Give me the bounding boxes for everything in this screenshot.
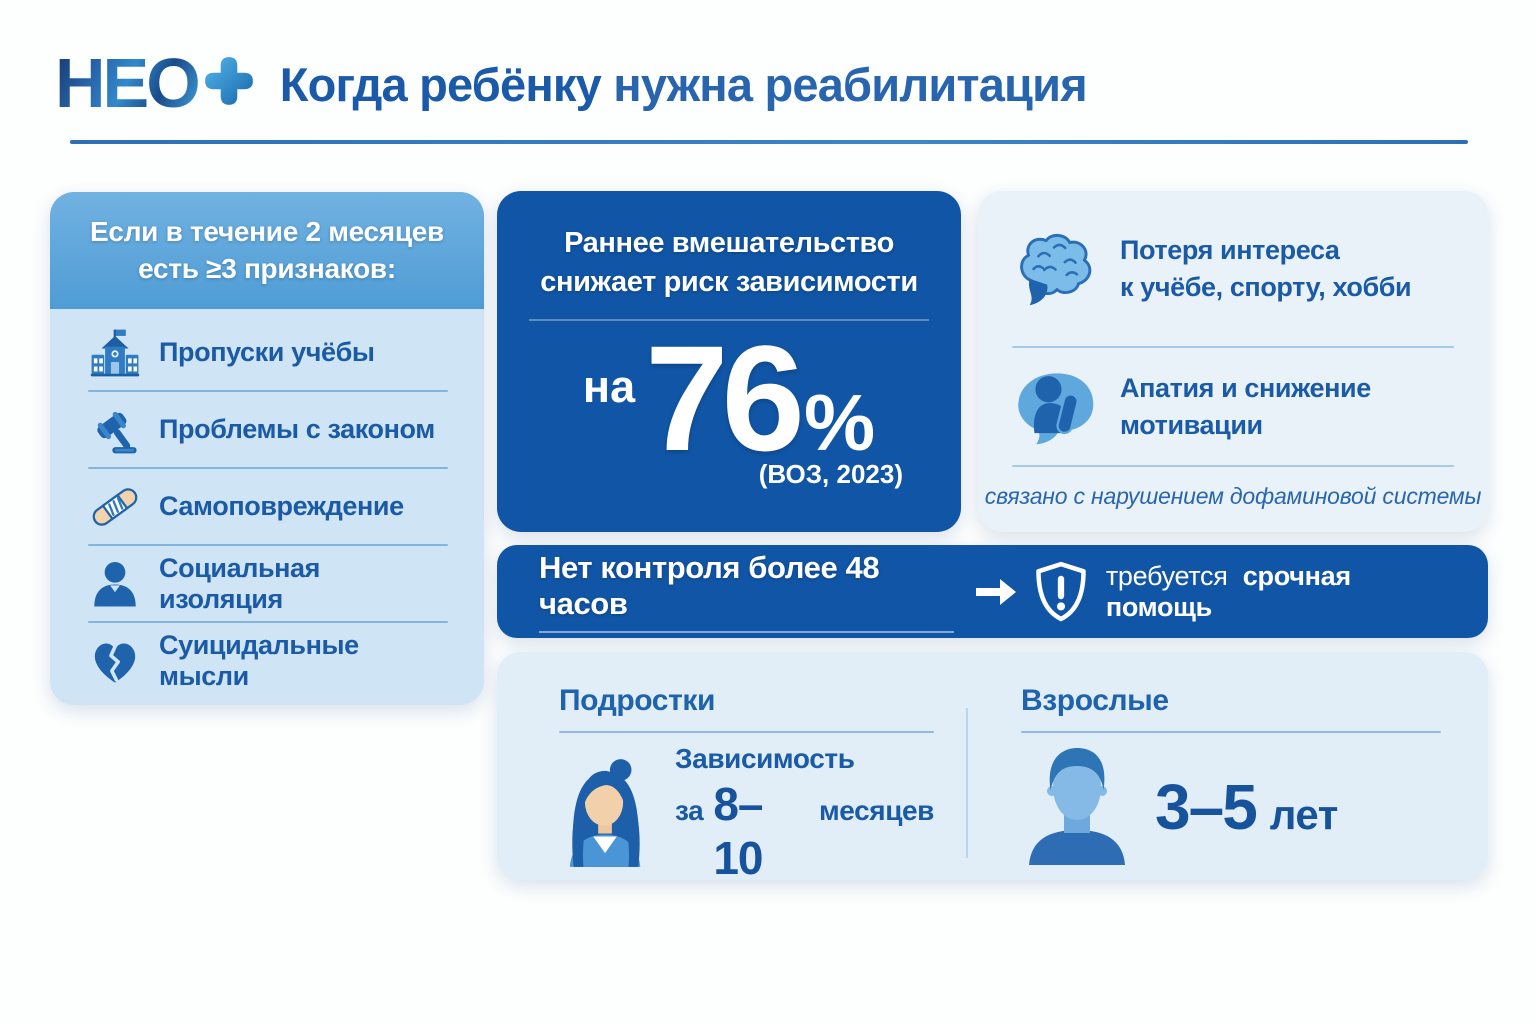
teens-prefix: за: [675, 795, 704, 826]
header-rule: [70, 140, 1468, 144]
page-title-bold: Когда ребёнку: [279, 57, 602, 111]
adults-content: 3–5 лет: [1021, 743, 1441, 870]
alert-result-prefix: требуется: [1105, 560, 1228, 591]
page-title: Когда ребёнку нужна реабилитация: [279, 54, 1088, 112]
teens-title: Подростки: [559, 684, 716, 717]
brain-icon: [1012, 229, 1098, 309]
stat-heading: Раннее вмешательство снижает риск зависи…: [497, 191, 961, 302]
divider: [88, 544, 448, 546]
divider: [1021, 731, 1441, 733]
divider: [1012, 346, 1454, 348]
adults-column: Взрослые 3–5 лет: [1021, 684, 1441, 870]
list-item-label: Проблемы с законом: [159, 414, 435, 444]
list-item: Социальная изоляция: [88, 546, 448, 621]
teens-line2: за 8–10 месяцев: [675, 777, 934, 885]
broken-heart-icon: [88, 634, 142, 688]
adults-value: 3–5: [1155, 770, 1258, 843]
stat-source: (ВОЗ, 2023): [758, 459, 903, 490]
symptom-line2: к учёбе, спорту, хобби: [1120, 271, 1412, 302]
header: НЕО Когда ребёнку нужна реабилитация: [55, 48, 1088, 118]
stat-value-row: на 76 %: [497, 323, 961, 473]
list-item: Пропуски учёбы: [88, 315, 448, 390]
list-item: Потеря интереса к учёбе, спорту, хобби: [978, 191, 1488, 346]
symptoms-panel: Потеря интереса к учёбе, спорту, хобби А…: [978, 191, 1488, 532]
criteria-panel-header: Если в течение 2 месяцев есть ≥3 признак…: [50, 192, 484, 309]
list-item: Суицидальные мысли: [88, 623, 448, 698]
list-item-label: Суицидальные мысли: [159, 629, 359, 691]
divider: [1012, 465, 1454, 467]
teens-content: Зависимость за 8–10 месяцев: [559, 743, 934, 885]
stat-panel: Раннее вмешательство снижает риск зависи…: [497, 191, 961, 532]
teens-column: Подростки Зависимость за 8–10 месяцев: [559, 684, 934, 885]
alert-result: требуется срочная помощь: [1106, 561, 1446, 623]
list-item: Апатия и снижение мотивации: [978, 348, 1488, 465]
teens-value: 8–10: [713, 778, 763, 884]
neo-plus-logo: НЕО: [55, 48, 256, 118]
criteria-header-line1: Если в течение 2 месяцев: [90, 215, 444, 247]
divider: [88, 390, 448, 392]
alert-condition: Нет контроля более 48 часов: [539, 550, 954, 633]
divider: [559, 731, 934, 733]
list-item: Проблемы с законом: [88, 392, 448, 467]
alert-result-bold: срочная помощь: [1105, 560, 1351, 622]
criteria-panel: Если в течение 2 месяцев есть ≥3 признак…: [50, 192, 484, 705]
page-title-rest: нужна реабилитация: [613, 57, 1087, 111]
stat-percent-sign: %: [803, 378, 876, 468]
list-item-label: Самоповреждение: [159, 491, 404, 521]
teen-girl-avatar: [559, 755, 653, 874]
stat-value: 76: [645, 314, 805, 483]
symptoms-footnote: связано с нарушением дофаминовой системы: [984, 483, 1482, 509]
logo-plus-icon: [202, 54, 256, 113]
teens-suffix: месяцев: [818, 795, 934, 826]
teens-text: Зависимость за 8–10 месяцев: [675, 743, 934, 885]
divider: [966, 708, 968, 858]
adults-title: Взрослые: [1021, 684, 1169, 717]
list-item-label: Пропуски учёбы: [159, 337, 375, 367]
logo-text: НЕО: [55, 44, 201, 122]
divider: [529, 319, 929, 322]
apathy-icon: [1012, 365, 1098, 449]
symptom-text: Апатия и снижение мотивации: [1120, 370, 1371, 443]
timeline-panel: Подростки Зависимость за 8–10 месяцев Вз…: [497, 652, 1488, 884]
symptom-line1: Потеря интереса: [1120, 235, 1340, 266]
symptom-line2: мотивации: [1120, 409, 1263, 440]
shield-alert-icon: [1034, 561, 1088, 623]
arrow-right-icon: [974, 576, 1018, 608]
school-icon: [88, 326, 142, 380]
list-item: Самоповреждение: [88, 469, 448, 544]
adult-man-avatar: [1021, 743, 1133, 870]
list-item-label: Социальная изоляция: [159, 552, 321, 614]
criteria-list: Пропуски учёбы Проблемы с законом Самопо…: [50, 309, 484, 698]
stat-prefix: на: [582, 361, 636, 413]
stat-heading-line1: Раннее вмешательство: [564, 227, 894, 259]
person-icon: [88, 557, 142, 611]
bandage-icon: [88, 480, 142, 534]
gavel-icon: [88, 403, 142, 457]
alert-banner: Нет контроля более 48 часов требуется ср…: [497, 545, 1488, 638]
adults-text: 3–5 лет: [1155, 770, 1338, 844]
symptom-text: Потеря интереса к учёбе, спорту, хобби: [1120, 232, 1412, 305]
teens-line1: Зависимость: [675, 743, 855, 774]
symptom-line1: Апатия и снижение: [1120, 373, 1371, 404]
divider: [88, 621, 448, 623]
criteria-header-line2: есть ≥3 признаков:: [138, 252, 396, 284]
adults-suffix: лет: [1269, 790, 1339, 838]
divider: [88, 467, 448, 469]
stat-heading-line2: снижает риск зависимости: [540, 266, 918, 299]
